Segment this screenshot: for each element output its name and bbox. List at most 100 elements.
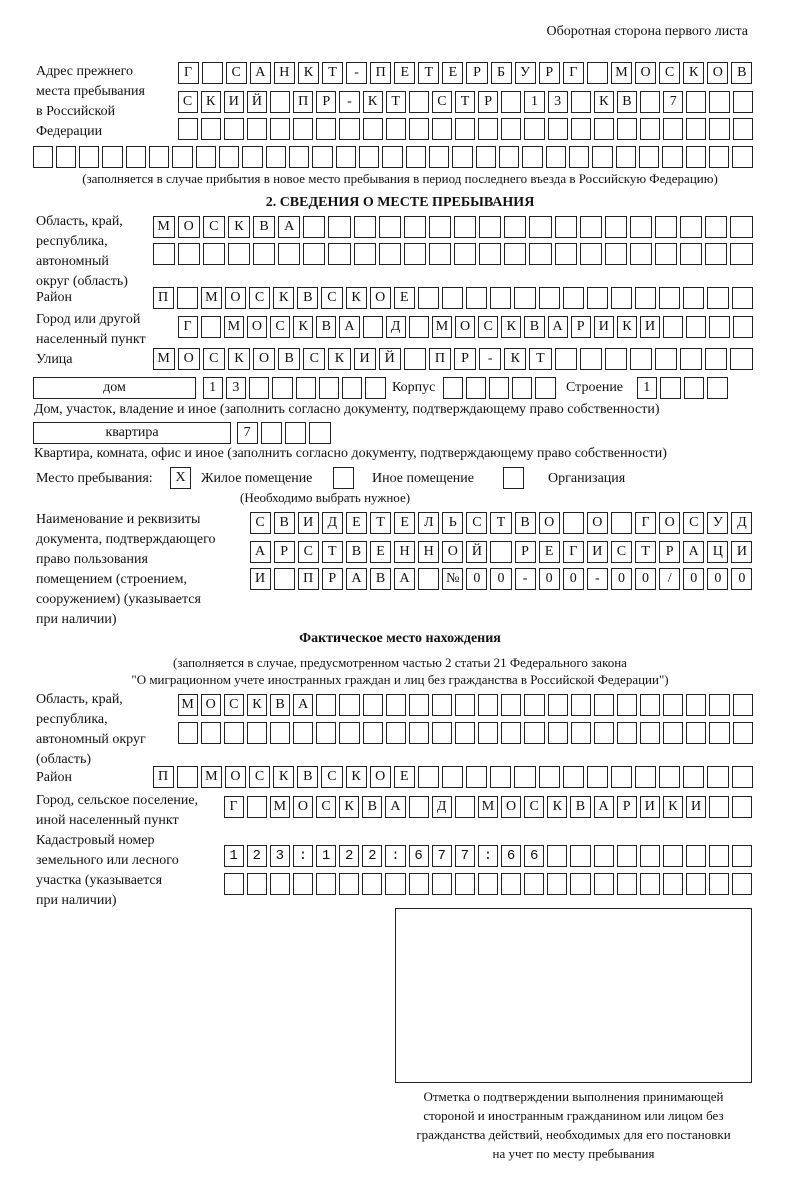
- char-cell[interactable]: 7: [663, 91, 684, 113]
- char-cell[interactable]: М: [177, 694, 198, 716]
- char-cell[interactable]: [593, 118, 614, 140]
- char-cell[interactable]: [32, 146, 53, 168]
- char-cell[interactable]: [362, 694, 383, 716]
- char-cell[interactable]: [616, 873, 637, 895]
- char-cell[interactable]: [289, 146, 310, 168]
- char-cell[interactable]: [269, 873, 290, 895]
- char-cell[interactable]: -: [479, 348, 502, 370]
- char-cell[interactable]: [365, 377, 386, 399]
- char-cell[interactable]: [655, 348, 678, 370]
- char-cell[interactable]: М: [152, 216, 175, 238]
- char-cell[interactable]: [730, 216, 753, 238]
- char-cell[interactable]: [431, 722, 452, 744]
- char-cell[interactable]: [639, 146, 660, 168]
- char-cell[interactable]: [593, 845, 614, 867]
- char-cell[interactable]: В: [253, 216, 276, 238]
- char-cell[interactable]: С: [249, 766, 271, 788]
- char-cell[interactable]: В: [316, 316, 337, 338]
- char-cell[interactable]: К: [501, 316, 522, 338]
- char-cell[interactable]: [732, 694, 753, 716]
- char-cell[interactable]: [359, 146, 380, 168]
- char-cell[interactable]: [504, 216, 527, 238]
- char-cell[interactable]: Т: [321, 62, 344, 84]
- char-cell[interactable]: М: [269, 796, 290, 818]
- char-cell[interactable]: [662, 873, 683, 895]
- char-cell[interactable]: [309, 422, 331, 444]
- char-cell[interactable]: П: [152, 287, 174, 309]
- char-cell[interactable]: [335, 146, 357, 168]
- char-cell[interactable]: [223, 873, 244, 895]
- char-cell[interactable]: И: [297, 512, 319, 534]
- checkbox-organization[interactable]: [503, 467, 524, 489]
- char-cell[interactable]: [246, 796, 267, 818]
- char-cell[interactable]: [659, 287, 681, 309]
- char-cell[interactable]: [569, 146, 590, 168]
- char-cell[interactable]: Е: [369, 541, 392, 563]
- house-type-field[interactable]: дом: [33, 377, 196, 399]
- char-cell[interactable]: [292, 845, 313, 867]
- char-cell[interactable]: Б: [490, 62, 512, 84]
- char-cell[interactable]: -: [339, 91, 360, 113]
- char-cell[interactable]: [293, 722, 314, 744]
- char-cell[interactable]: [455, 694, 476, 716]
- char-cell[interactable]: [202, 243, 225, 265]
- char-cell[interactable]: [593, 722, 614, 744]
- char-cell[interactable]: А: [249, 62, 271, 84]
- char-cell[interactable]: Р: [466, 62, 488, 84]
- char-cell[interactable]: [362, 873, 383, 895]
- char-cell[interactable]: О: [253, 348, 276, 370]
- char-cell[interactable]: [152, 243, 175, 265]
- char-cell[interactable]: С: [249, 287, 271, 309]
- char-cell[interactable]: [253, 243, 276, 265]
- char-cell[interactable]: [316, 845, 337, 867]
- char-cell[interactable]: С: [478, 316, 499, 338]
- char-cell[interactable]: [177, 118, 198, 140]
- char-cell[interactable]: Й: [466, 541, 488, 563]
- char-cell[interactable]: [454, 216, 477, 238]
- char-cell[interactable]: О: [369, 766, 391, 788]
- char-cell[interactable]: С: [683, 512, 705, 534]
- char-cell[interactable]: П: [293, 91, 314, 113]
- char-cell[interactable]: [524, 722, 545, 744]
- char-cell[interactable]: [604, 243, 627, 265]
- char-cell[interactable]: [686, 118, 707, 140]
- char-cell[interactable]: М: [610, 62, 632, 84]
- char-cell[interactable]: [683, 766, 705, 788]
- cadastral-row-2[interactable]: [222, 873, 754, 895]
- char-cell[interactable]: Т: [369, 512, 392, 534]
- char-cell[interactable]: [640, 694, 661, 716]
- char-cell[interactable]: [554, 216, 577, 238]
- char-cell[interactable]: К: [293, 316, 314, 338]
- char-cell[interactable]: [680, 216, 703, 238]
- char-cell[interactable]: В: [570, 796, 591, 818]
- char-cell[interactable]: [362, 118, 383, 140]
- char-cell[interactable]: [570, 845, 591, 867]
- char-cell[interactable]: [477, 845, 498, 867]
- char-cell[interactable]: [102, 146, 123, 168]
- char-cell[interactable]: 1: [636, 377, 657, 399]
- char-cell[interactable]: [547, 722, 568, 744]
- char-cell[interactable]: [403, 348, 426, 370]
- char-cell[interactable]: [707, 287, 729, 309]
- char-cell[interactable]: Н: [418, 541, 440, 563]
- char-cell[interactable]: 0: [707, 568, 729, 590]
- char-cell[interactable]: В: [514, 512, 536, 534]
- char-cell[interactable]: [316, 722, 337, 744]
- char-cell[interactable]: Л: [418, 512, 440, 534]
- char-cell[interactable]: [339, 694, 360, 716]
- char-cell[interactable]: К: [345, 287, 367, 309]
- char-cell[interactable]: [635, 766, 657, 788]
- char-cell[interactable]: [705, 348, 728, 370]
- char-cell[interactable]: [686, 845, 707, 867]
- char-cell[interactable]: [362, 316, 383, 338]
- char-cell[interactable]: [730, 243, 753, 265]
- char-cell[interactable]: [428, 243, 451, 265]
- char-cell[interactable]: [293, 118, 314, 140]
- char-cell[interactable]: [285, 422, 307, 444]
- char-cell[interactable]: В: [369, 568, 392, 590]
- char-cell[interactable]: [200, 118, 221, 140]
- char-cell[interactable]: С: [659, 62, 681, 84]
- char-cell[interactable]: [408, 118, 429, 140]
- char-cell[interactable]: А: [385, 796, 406, 818]
